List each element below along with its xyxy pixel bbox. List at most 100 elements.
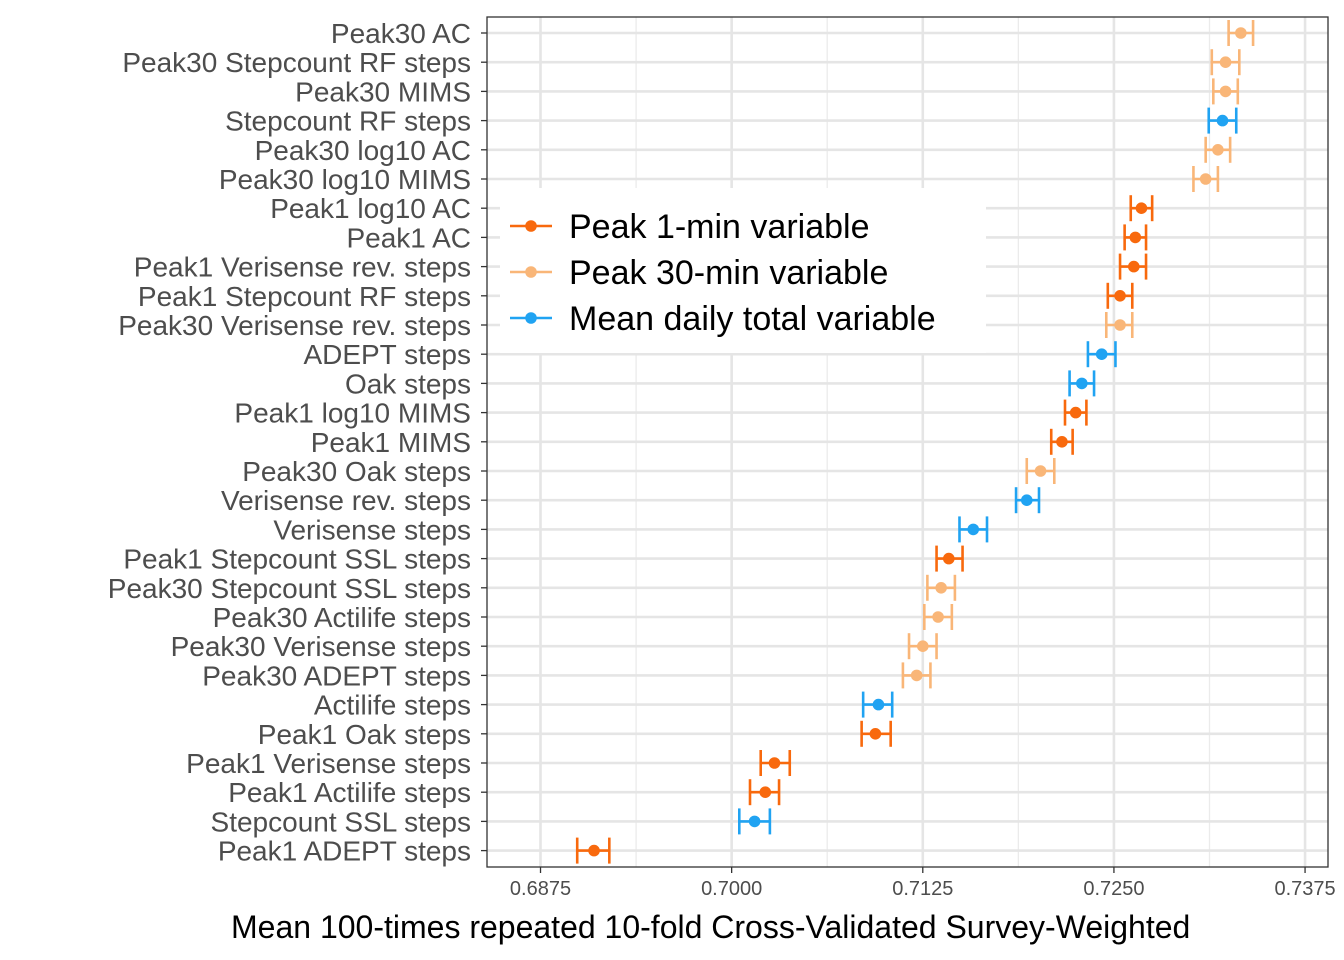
y-tick-label: Peak30 Verisense steps	[171, 631, 471, 662]
data-point	[1020, 494, 1033, 507]
y-tick-label: Peak1 Actilife steps	[228, 777, 471, 808]
data-point	[1135, 202, 1148, 214]
y-tick-label: Peak30 Stepcount SSL steps	[108, 573, 471, 604]
y-tick-label: Peak30 Actilife steps	[213, 602, 471, 633]
data-row-mark	[1068, 370, 1096, 397]
y-tick-label: Peak30 MIMS	[295, 76, 471, 107]
data-row-mark	[907, 633, 938, 660]
y-tick-label: Actilife steps	[314, 690, 471, 721]
data-point	[768, 757, 781, 769]
data-point	[1212, 144, 1224, 156]
y-tick-label: Verisense rev. steps	[221, 485, 471, 516]
data-point	[1128, 260, 1140, 273]
x-tick-label: 0.7250	[1083, 878, 1144, 900]
y-tick-label: ADEPT steps	[303, 339, 471, 370]
legend-item: Peak 1-min variable	[510, 208, 869, 246]
data-row-mark	[1207, 107, 1238, 134]
data-point	[942, 552, 955, 565]
legend-label: Mean daily total variable	[569, 300, 936, 338]
y-tick-label: Peak1 Verisense steps	[186, 748, 471, 779]
data-row-mark	[1014, 487, 1041, 514]
legend-box	[500, 188, 986, 353]
data-point	[1034, 465, 1047, 477]
data-row-mark	[1212, 78, 1240, 105]
legend-item: Peak 30-min variable	[510, 254, 888, 292]
data-row-mark	[1086, 341, 1117, 368]
data-row-mark	[1210, 49, 1241, 76]
data-point	[1219, 56, 1232, 68]
y-tick-label: Peak1 Stepcount RF steps	[138, 281, 471, 312]
y-tick-label: Peak1 log10 AC	[270, 193, 471, 224]
data-point	[935, 582, 947, 594]
data-point	[1129, 231, 1142, 244]
data-row-mark	[759, 750, 792, 776]
data-point	[1076, 377, 1088, 390]
data-point	[916, 640, 929, 652]
x-tick-label: 0.7375	[1274, 878, 1335, 900]
data-row-mark	[1129, 195, 1154, 222]
y-tick-label: Peak1 log10 MIMS	[234, 398, 471, 429]
legend: Peak 1-min variable Peak 30-min variable M…	[500, 188, 986, 353]
data-row-mark	[1204, 136, 1232, 163]
data-row-mark	[1192, 166, 1220, 192]
y-tick-label: Peak30 Stepcount RF steps	[122, 47, 471, 78]
y-tick-label: Oak steps	[345, 368, 471, 399]
data-point	[910, 669, 923, 682]
data-row-mark	[1104, 312, 1134, 338]
data-row-mark	[935, 545, 964, 572]
y-tick-label: Peak30 Oak steps	[242, 456, 471, 487]
data-point	[588, 844, 600, 857]
data-point	[872, 698, 885, 711]
data-row-mark	[1123, 224, 1148, 251]
data-row-mark	[1063, 399, 1088, 426]
data-row-mark	[958, 516, 989, 543]
data-point	[1199, 173, 1212, 185]
data-point	[748, 815, 761, 828]
y-tick-label: Peak30 AC	[331, 18, 471, 49]
data-point	[967, 523, 980, 536]
data-point	[1095, 348, 1108, 361]
x-axis: 0.6875 0.7000 0.7125 0.7250 0.7375	[510, 867, 1336, 900]
y-tick-label: Peak30 Verisense rev. steps	[118, 310, 471, 341]
data-row-mark	[748, 779, 781, 806]
legend-label: Peak 1-min variable	[569, 208, 869, 246]
data-point	[1114, 290, 1126, 302]
data-point	[759, 786, 772, 798]
data-point	[1219, 85, 1232, 98]
data-row-mark	[923, 604, 954, 630]
legend-item: Mean daily total variable	[510, 300, 936, 338]
data-point	[1235, 27, 1247, 39]
data-point	[1056, 436, 1068, 448]
x-tick-label: 0.7125	[892, 878, 953, 900]
x-axis-title: Mean 100-times repeated 10-fold Cross-Va…	[231, 909, 1190, 945]
data-row-mark	[1049, 428, 1074, 455]
y-tick-label: Stepcount SSL steps	[211, 806, 471, 837]
data-point	[932, 611, 944, 623]
y-tick-label: Peak1 Verisense rev. steps	[134, 252, 471, 283]
x-tick-label: 0.6875	[510, 878, 571, 900]
y-tick-label: Verisense steps	[273, 514, 471, 545]
y-tick-label: Peak1 Oak steps	[258, 719, 471, 750]
data-point	[1069, 406, 1082, 419]
y-tick-label: Peak30 log10 MIMS	[219, 164, 471, 195]
y-tick-label: Peak1 Stepcount SSL steps	[123, 544, 471, 575]
data-point	[1114, 319, 1126, 331]
legend-key-point	[525, 220, 537, 232]
data-point	[1216, 114, 1229, 127]
data-marks	[575, 20, 1255, 864]
data-row-mark	[860, 720, 892, 747]
data-row-mark	[1106, 282, 1134, 309]
data-row-mark	[1227, 20, 1255, 46]
y-tick-label: Peak1 AC	[346, 222, 471, 253]
y-tick-label: Stepcount RF steps	[225, 106, 471, 137]
data-row-mark	[901, 662, 932, 689]
data-row-mark	[1025, 458, 1056, 484]
data-row-mark	[575, 837, 611, 864]
y-tick-label: Peak1 MIMS	[311, 427, 471, 458]
data-row-mark	[737, 808, 772, 835]
legend-label: Peak 30-min variable	[569, 254, 888, 292]
data-row-mark	[1118, 253, 1148, 280]
legend-key-point	[525, 312, 537, 324]
